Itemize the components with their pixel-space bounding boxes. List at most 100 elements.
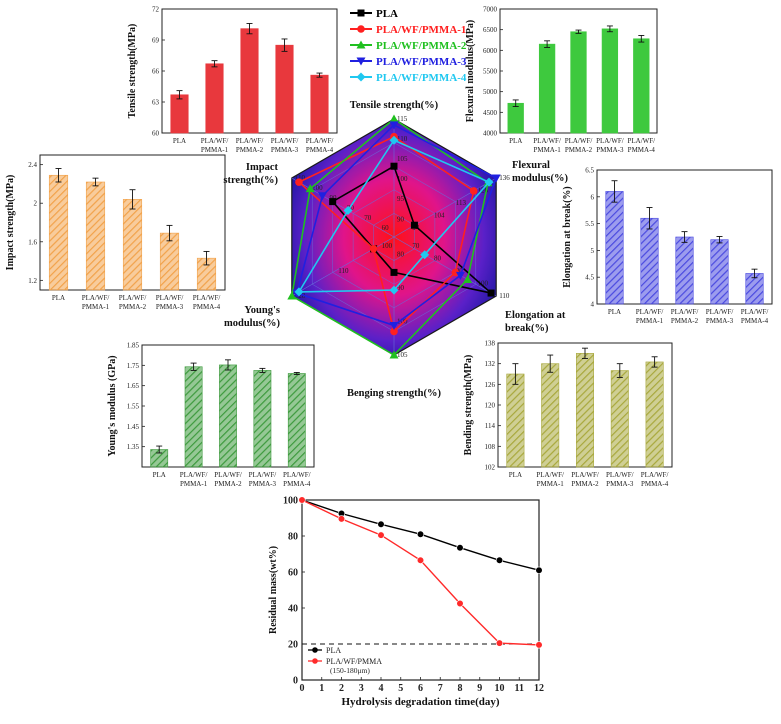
x-tick-label: PLA/WF/PMMA-2 xyxy=(571,471,599,488)
x-tick-line: PLA/WF/ xyxy=(306,137,334,145)
radar-marker xyxy=(390,268,398,276)
radar-axis-tick: 100 xyxy=(397,175,408,183)
y-tick-label: 63 xyxy=(152,99,160,107)
radar-marker xyxy=(317,192,327,201)
y-tick-label: 108 xyxy=(485,443,496,451)
x-tick-label: PLA/WF/PMMA-3 xyxy=(156,294,184,311)
radar-axis-tick: 80 xyxy=(397,251,405,259)
bar xyxy=(570,31,587,134)
data-point xyxy=(416,530,425,538)
y-tick-label: 5000 xyxy=(483,88,498,96)
x-tick-line: PLA/WF/ xyxy=(180,471,208,479)
hydrolysis-chart: 0 1 2 3 4 5 6 7 8 9 10 11 12020406080100PLAPLA/WF/PM… xyxy=(268,496,544,709)
data-point xyxy=(377,531,385,539)
data-point xyxy=(456,544,464,552)
x-tick-line: PLA/WF/ xyxy=(596,137,624,145)
x-tick-line: PLA/WF/ xyxy=(119,294,147,302)
y-tick-label: 100 xyxy=(283,496,298,507)
bar xyxy=(541,363,560,468)
bar-chart-young: 1.35 1.45 1.55 1.65 1.75 1.85 PLA PLA/WF/PMMA-1… xyxy=(107,342,315,488)
radar-axis-label: Impact strength(%) xyxy=(223,162,278,186)
radar-axis-tick: 110 xyxy=(499,292,510,300)
x-tick-label: PLA xyxy=(173,137,186,145)
radar-marker xyxy=(294,287,304,297)
x-tick-label: 9 xyxy=(477,683,482,694)
radar-axis-tick: 110 xyxy=(295,174,306,182)
y-tick-label: 1.85 xyxy=(127,342,140,350)
x-tick-line: PMMA-4 xyxy=(283,480,311,488)
bar xyxy=(640,217,659,305)
data-point xyxy=(298,496,306,504)
x-tick-line: PLA/WF/ xyxy=(82,294,110,302)
x-tick-label: PLA xyxy=(153,471,166,479)
legend-marker xyxy=(356,57,366,66)
radar-axis-label-line: Young's xyxy=(244,305,280,316)
x-tick-line: PMMA-4 xyxy=(641,480,669,488)
y-tick-label: 1.35 xyxy=(127,443,140,451)
radar-marker xyxy=(410,221,418,229)
y-tick-label: 80 xyxy=(288,532,298,543)
radar-marker xyxy=(305,184,315,193)
bar xyxy=(253,370,272,468)
y-tick-label: 1.2 xyxy=(28,277,37,285)
data-point xyxy=(535,566,543,574)
x-tick-label: PLA/WF/PMMA-1 xyxy=(636,308,664,325)
radar-axis-tick: 113 xyxy=(456,199,467,207)
x-tick-line: PLA xyxy=(509,137,522,145)
bar xyxy=(184,366,203,468)
y-axis-label: Bending strength(MPa) xyxy=(463,355,474,456)
radar-axis-label: Tensile strength(%) xyxy=(350,100,439,111)
legend-marker xyxy=(357,25,365,33)
radar-axis-tick: 100 xyxy=(312,184,323,192)
x-tick-line: PMMA-1 xyxy=(82,303,110,311)
bar xyxy=(240,28,259,134)
y-tick-label: 6500 xyxy=(483,26,498,34)
x-tick-label: PLA/WF/PMMA-1 xyxy=(82,294,110,311)
x-tick-line: PMMA-1 xyxy=(533,146,561,154)
radar-marker xyxy=(469,187,478,195)
radar-axis-tick: 90 xyxy=(397,215,405,223)
x-tick-label: 1 xyxy=(319,683,324,694)
data-point xyxy=(456,599,464,608)
x-tick-label: PLA xyxy=(608,308,621,316)
y-tick-label: 2 xyxy=(34,200,38,208)
bar xyxy=(122,199,143,291)
y-axis-label: Flexural modulus(MPa) xyxy=(465,20,476,123)
radar-axis-label: Elongation at break(%) xyxy=(505,310,566,334)
x-tick-label: PLA/WF/PMMA-4 xyxy=(306,137,334,154)
y-tick-label: 1.45 xyxy=(127,423,140,431)
bar xyxy=(170,94,189,134)
x-tick-line: PMMA-4 xyxy=(193,303,221,311)
y-tick-label: 1.65 xyxy=(127,382,140,390)
y-tick-label: 6 xyxy=(591,193,595,201)
radar-axis-label-line: Impact xyxy=(246,162,279,173)
x-tick-line: PLA xyxy=(52,294,65,302)
x-tick-line: PLA/WF/ xyxy=(606,471,634,479)
y-tick-label: 132 xyxy=(485,360,496,368)
x-tick-line: PLA/WF/ xyxy=(201,137,229,145)
x-axis-label: Hydrolysis degradation time(day) xyxy=(341,696,499,708)
legend-marker xyxy=(312,658,318,664)
x-tick-line: PLA/WF/ xyxy=(636,308,664,316)
x-tick-line: PMMA-2 xyxy=(236,146,264,154)
radar-marker xyxy=(484,177,494,187)
radar-marker xyxy=(389,285,399,295)
x-tick-label: 3 xyxy=(359,683,364,694)
radar-chart: 9095100105110115941041131261367080901001… xyxy=(223,100,568,399)
x-tick-line: PMMA-4 xyxy=(741,317,769,325)
bar xyxy=(645,361,664,468)
radar-axis-label-line: Flexural xyxy=(512,160,550,171)
radar-axis-tick: 90 xyxy=(397,284,405,292)
x-tick-line: PMMA-4 xyxy=(628,146,656,154)
x-tick-line: PMMA-3 xyxy=(271,146,299,154)
radar-axis-tick: 80 xyxy=(434,254,442,262)
legend-note: (150-180μm) xyxy=(330,666,370,675)
y-tick-label: 4000 xyxy=(483,130,498,138)
y-tick-label: 4 xyxy=(591,301,595,309)
x-tick-label: PLA xyxy=(509,471,522,479)
series-line xyxy=(301,499,540,646)
radar-axis-tick: 70 xyxy=(412,242,420,250)
y-axis-label: Tensile strength(MPa) xyxy=(127,24,138,119)
radar-marker xyxy=(455,271,465,280)
